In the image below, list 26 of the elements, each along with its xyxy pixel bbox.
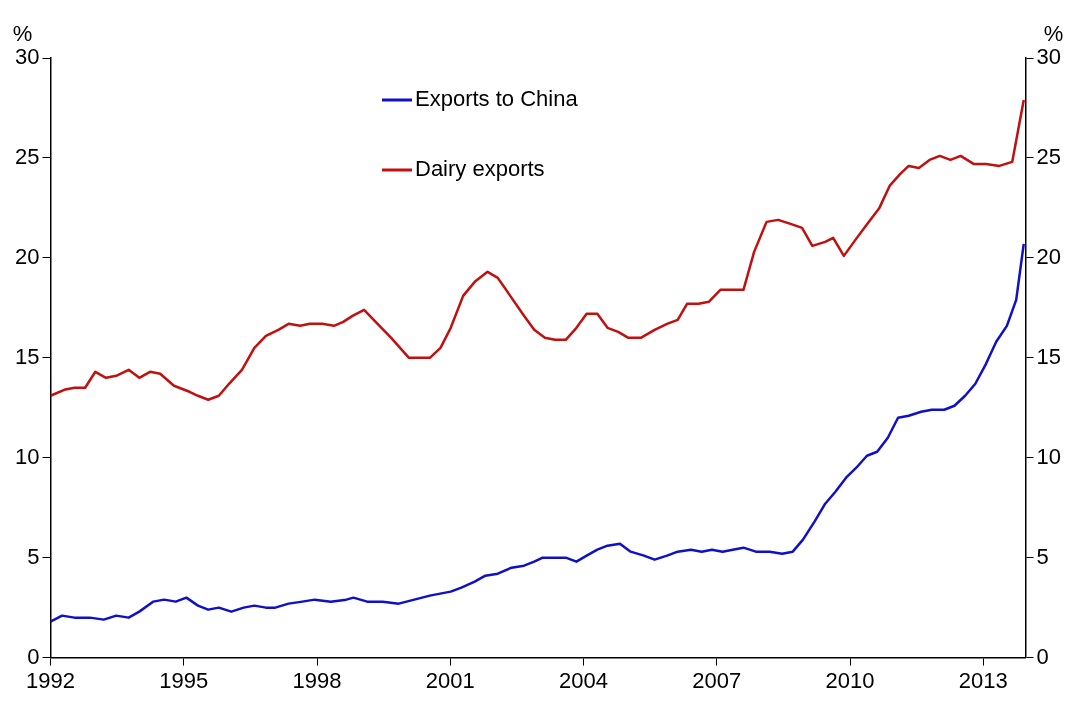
legend-label: Dairy exports — [414, 156, 545, 182]
x-tick-label: 2010 — [825, 667, 875, 693]
y2-tick-label: 15 — [1036, 343, 1062, 369]
y2-tick-label: 20 — [1036, 243, 1062, 269]
y2-tick-label: 5 — [1036, 543, 1049, 569]
y-axis-title: % — [12, 21, 33, 47]
y2-tick-label: 10 — [1036, 443, 1062, 469]
legend-label: Exports to China — [414, 86, 579, 112]
x-tick-label: 1992 — [25, 667, 75, 693]
x-tick-label: 1995 — [159, 667, 209, 693]
y-tick-label: 30 — [14, 44, 40, 70]
y2-axis-title: % — [1043, 21, 1064, 47]
y-tick-label: 5 — [27, 543, 40, 569]
x-tick-label: 1998 — [292, 667, 342, 693]
y2-tick-label: 25 — [1036, 144, 1062, 169]
y2-tick-label: 0 — [1036, 643, 1049, 669]
x-tick-label: 2004 — [559, 667, 609, 693]
y-tick-label: 15 — [14, 343, 40, 369]
x-tick-label: 2001 — [425, 667, 475, 693]
y-tick-label: 20 — [14, 243, 40, 269]
y-tick-label: 25 — [14, 144, 40, 169]
x-tick-label: 2013 — [958, 667, 1008, 693]
x-tick-label: 2007 — [692, 667, 742, 693]
y2-tick-label: 30 — [1036, 44, 1062, 70]
y-tick-label: 10 — [14, 443, 40, 469]
y-tick-label: 0 — [27, 643, 40, 669]
